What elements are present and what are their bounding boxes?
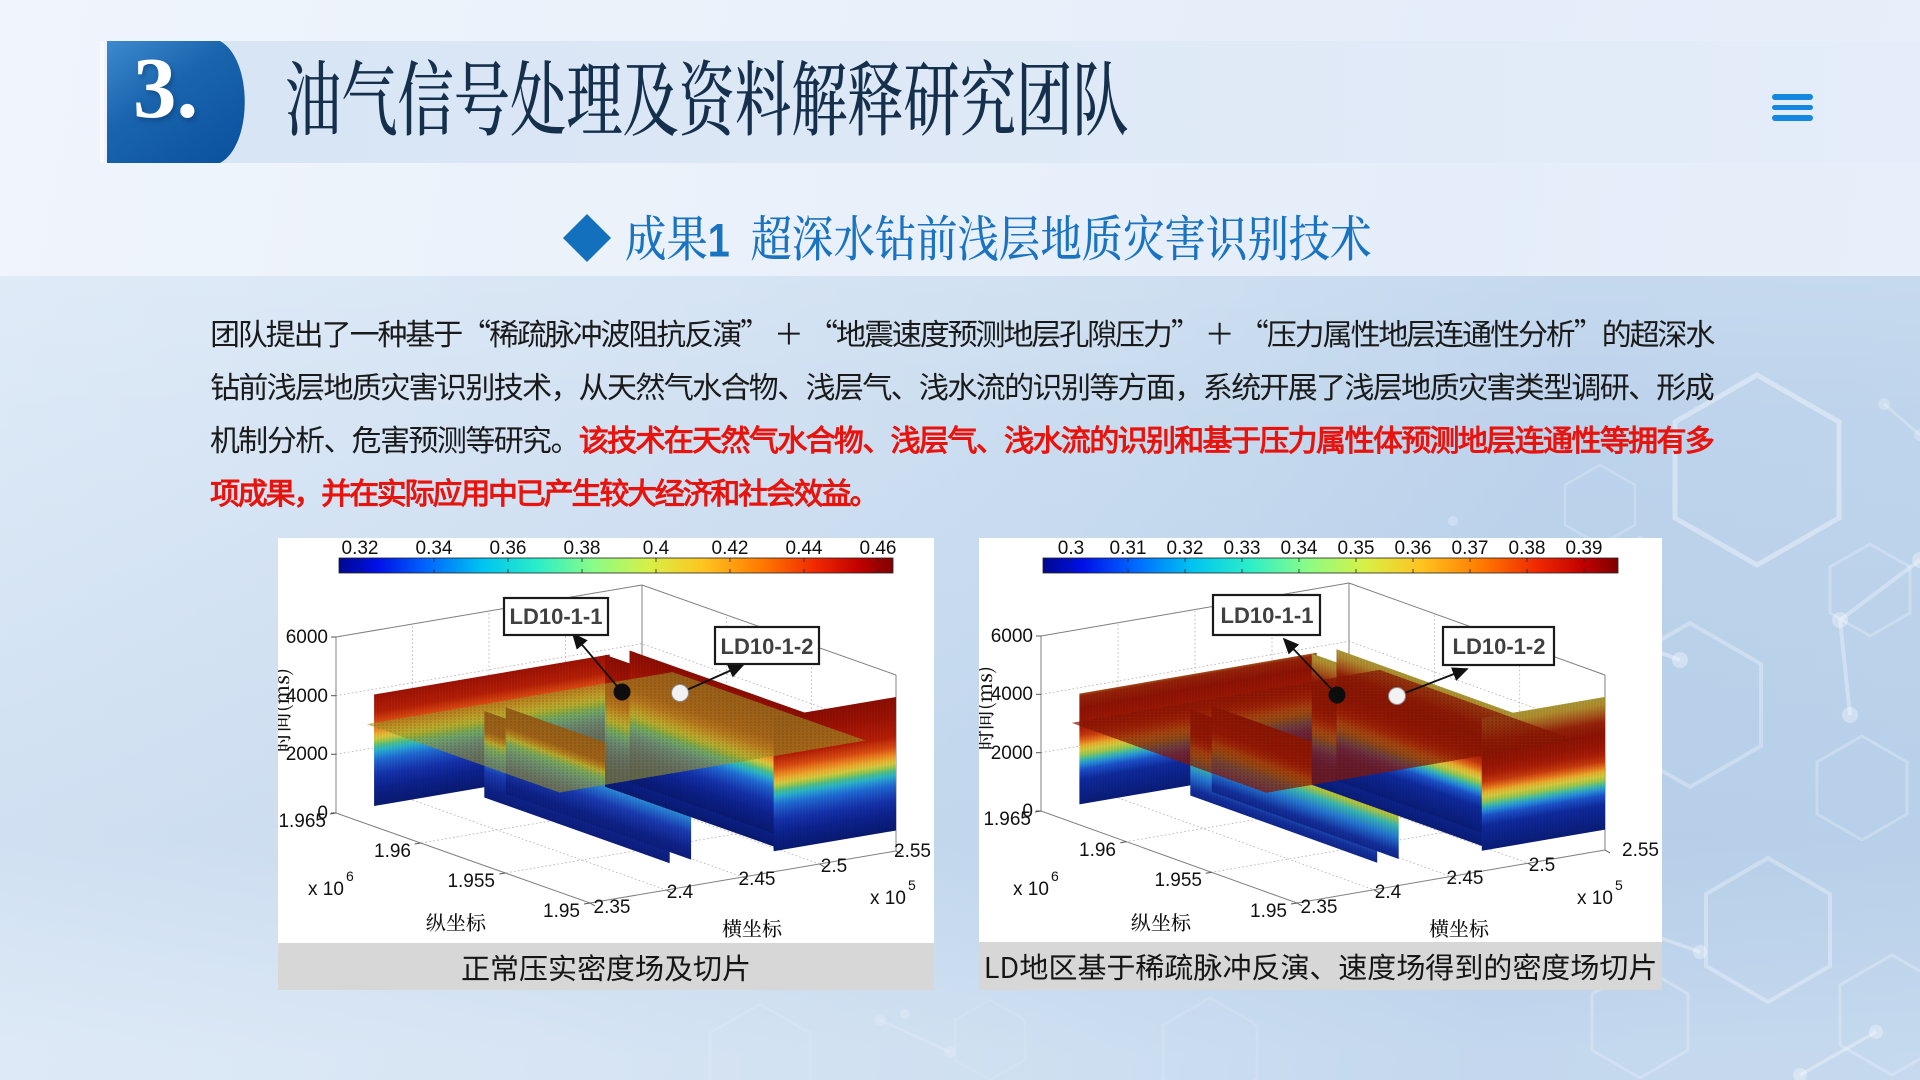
- svg-text:x 10: x 10: [308, 879, 344, 900]
- svg-text:2.5: 2.5: [821, 856, 847, 877]
- svg-text:4000: 4000: [991, 684, 1033, 705]
- svg-text:0.4: 0.4: [643, 538, 670, 559]
- svg-text:2000: 2000: [991, 743, 1033, 764]
- svg-text:0.32: 0.32: [342, 538, 379, 559]
- svg-text:5: 5: [1615, 877, 1623, 893]
- svg-text:6000: 6000: [991, 626, 1033, 647]
- svg-text:x 10: x 10: [1013, 879, 1049, 900]
- svg-text:0.37: 0.37: [1452, 538, 1489, 559]
- svg-text:4000: 4000: [286, 686, 328, 707]
- svg-text:横坐标: 横坐标: [1429, 913, 1489, 942]
- svg-text:LD10-1-2: LD10-1-2: [1453, 634, 1546, 659]
- svg-text:6000: 6000: [286, 627, 328, 648]
- svg-text:2.4: 2.4: [1375, 882, 1402, 903]
- svg-text:5: 5: [908, 877, 916, 893]
- svg-text:2.4: 2.4: [667, 882, 694, 903]
- svg-text:0.36: 0.36: [490, 538, 527, 559]
- svg-text:纵坐标: 纵坐标: [426, 907, 486, 936]
- svg-text:0.38: 0.38: [1509, 538, 1546, 559]
- svg-text:0.3: 0.3: [1058, 538, 1084, 559]
- svg-text:0.31: 0.31: [1110, 538, 1147, 559]
- svg-text:0: 0: [1022, 801, 1033, 822]
- svg-text:LD10-1-2: LD10-1-2: [721, 634, 814, 659]
- svg-text:1.95: 1.95: [543, 901, 580, 922]
- svg-text:x 10: x 10: [1577, 888, 1613, 909]
- svg-text:0.35: 0.35: [1338, 538, 1375, 559]
- svg-text:2000: 2000: [286, 744, 328, 765]
- svg-text:0.44: 0.44: [786, 538, 823, 559]
- svg-text:0.34: 0.34: [416, 538, 453, 559]
- svg-text:LD10-1-1: LD10-1-1: [1221, 603, 1314, 628]
- svg-text:2.45: 2.45: [1447, 868, 1484, 889]
- svg-text:1.96: 1.96: [374, 841, 411, 862]
- svg-text:1.955: 1.955: [447, 871, 495, 892]
- svg-text:6: 6: [1051, 868, 1059, 884]
- svg-text:2.5: 2.5: [1529, 855, 1555, 876]
- svg-text:2.35: 2.35: [594, 897, 631, 918]
- svg-text:2.55: 2.55: [894, 841, 931, 862]
- svg-text:1.965: 1.965: [983, 809, 1031, 830]
- svg-text:x 10: x 10: [870, 888, 906, 909]
- svg-text:0.46: 0.46: [860, 538, 897, 559]
- svg-text:0.33: 0.33: [1224, 538, 1261, 559]
- svg-text:1.96: 1.96: [1079, 840, 1116, 861]
- svg-text:2.35: 2.35: [1301, 897, 1338, 918]
- svg-text:6: 6: [346, 868, 354, 884]
- svg-text:0.39: 0.39: [1566, 538, 1603, 559]
- svg-text:0.38: 0.38: [564, 538, 601, 559]
- svg-text:时间(ms): 时间(ms): [278, 668, 295, 752]
- svg-text:1.965: 1.965: [278, 811, 326, 832]
- svg-text:纵坐标: 纵坐标: [1131, 907, 1191, 936]
- svg-text:2.45: 2.45: [739, 869, 776, 890]
- svg-text:0.34: 0.34: [1281, 538, 1318, 559]
- svg-text:横坐标: 横坐标: [722, 913, 782, 942]
- svg-text:时间(ms): 时间(ms): [979, 666, 998, 750]
- svg-text:0: 0: [317, 803, 328, 824]
- svg-text:2.55: 2.55: [1622, 840, 1659, 861]
- svg-text:1.95: 1.95: [1250, 901, 1287, 922]
- svg-text:1.955: 1.955: [1154, 870, 1202, 891]
- svg-text:0.32: 0.32: [1167, 538, 1204, 559]
- svg-text:0.36: 0.36: [1395, 538, 1432, 559]
- svg-text:LD10-1-1: LD10-1-1: [510, 604, 603, 629]
- svg-text:0.42: 0.42: [712, 538, 749, 559]
